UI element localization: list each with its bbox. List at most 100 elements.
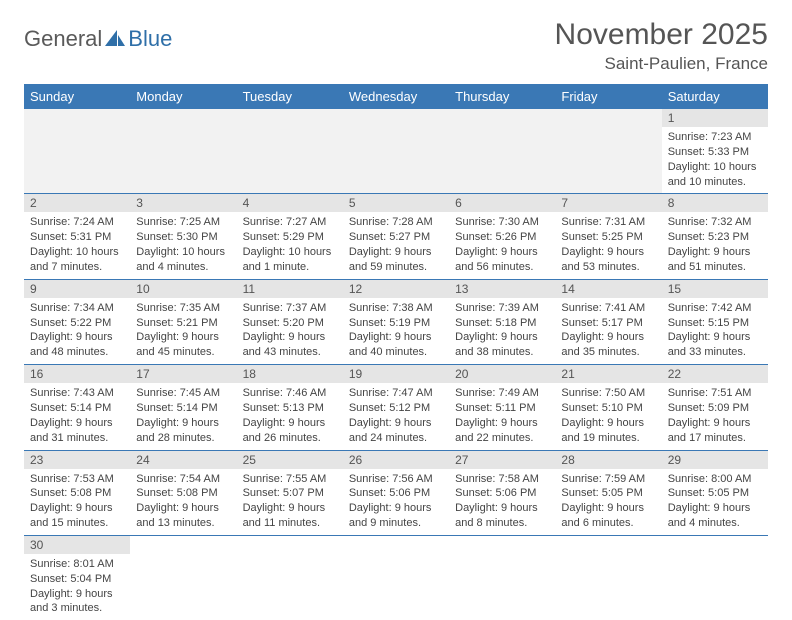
location: Saint-Paulien, France: [555, 54, 768, 74]
day-number: 26: [343, 451, 449, 469]
day-body: Sunrise: 7:41 AMSunset: 5:17 PMDaylight:…: [555, 298, 661, 364]
day-body: Sunrise: 7:30 AMSunset: 5:26 PMDaylight:…: [449, 212, 555, 278]
day-body: Sunrise: 7:23 AMSunset: 5:33 PMDaylight:…: [662, 127, 768, 193]
daylight-line2: and 38 minutes.: [455, 345, 549, 360]
calendar-day-cell: 22Sunrise: 7:51 AMSunset: 5:09 PMDayligh…: [662, 365, 768, 450]
daylight-line2: and 48 minutes.: [30, 345, 124, 360]
sunset-text: Sunset: 5:08 PM: [136, 486, 230, 501]
day-number: 30: [24, 536, 130, 554]
day-body: Sunrise: 7:37 AMSunset: 5:20 PMDaylight:…: [237, 298, 343, 364]
day-body: Sunrise: 7:39 AMSunset: 5:18 PMDaylight:…: [449, 298, 555, 364]
calendar-empty-cell: [130, 535, 236, 620]
day-number: 28: [555, 451, 661, 469]
sunrise-text: Sunrise: 7:24 AM: [30, 215, 124, 230]
calendar-day-cell: 27Sunrise: 7:58 AMSunset: 5:06 PMDayligh…: [449, 450, 555, 535]
day-number: 14: [555, 280, 661, 298]
day-number: 18: [237, 365, 343, 383]
sunset-text: Sunset: 5:27 PM: [349, 230, 443, 245]
calendar-day-cell: 23Sunrise: 7:53 AMSunset: 5:08 PMDayligh…: [24, 450, 130, 535]
sunset-text: Sunset: 5:12 PM: [349, 401, 443, 416]
brand-part2: Blue: [128, 26, 172, 52]
sunset-text: Sunset: 5:05 PM: [668, 486, 762, 501]
calendar-day-cell: 13Sunrise: 7:39 AMSunset: 5:18 PMDayligh…: [449, 279, 555, 364]
sunrise-text: Sunrise: 7:38 AM: [349, 301, 443, 316]
daylight-line1: Daylight: 9 hours: [349, 416, 443, 431]
daylight-line2: and 7 minutes.: [30, 260, 124, 275]
day-body: Sunrise: 7:43 AMSunset: 5:14 PMDaylight:…: [24, 383, 130, 449]
day-number: 16: [24, 365, 130, 383]
sunrise-text: Sunrise: 8:01 AM: [30, 557, 124, 572]
daylight-line1: Daylight: 9 hours: [349, 501, 443, 516]
daylight-line2: and 31 minutes.: [30, 431, 124, 446]
calendar-empty-cell: [343, 535, 449, 620]
weekday-header: Monday: [130, 84, 236, 109]
daylight-line1: Daylight: 9 hours: [30, 587, 124, 602]
daylight-line1: Daylight: 9 hours: [455, 416, 549, 431]
calendar-empty-cell: [662, 535, 768, 620]
calendar-day-cell: 3Sunrise: 7:25 AMSunset: 5:30 PMDaylight…: [130, 194, 236, 279]
day-body: Sunrise: 7:34 AMSunset: 5:22 PMDaylight:…: [24, 298, 130, 364]
day-number: 13: [449, 280, 555, 298]
calendar-empty-cell: [24, 109, 130, 194]
day-number: 17: [130, 365, 236, 383]
sunrise-text: Sunrise: 7:49 AM: [455, 386, 549, 401]
calendar-day-cell: 28Sunrise: 7:59 AMSunset: 5:05 PMDayligh…: [555, 450, 661, 535]
sunset-text: Sunset: 5:25 PM: [561, 230, 655, 245]
sunset-text: Sunset: 5:11 PM: [455, 401, 549, 416]
daylight-line2: and 43 minutes.: [243, 345, 337, 360]
day-body: Sunrise: 7:25 AMSunset: 5:30 PMDaylight:…: [130, 212, 236, 278]
calendar-empty-cell: [449, 535, 555, 620]
day-body: Sunrise: 7:50 AMSunset: 5:10 PMDaylight:…: [555, 383, 661, 449]
calendar-week-row: 16Sunrise: 7:43 AMSunset: 5:14 PMDayligh…: [24, 365, 768, 450]
day-number: 25: [237, 451, 343, 469]
sunrise-text: Sunrise: 7:55 AM: [243, 472, 337, 487]
calendar-day-cell: 16Sunrise: 7:43 AMSunset: 5:14 PMDayligh…: [24, 365, 130, 450]
daylight-line2: and 13 minutes.: [136, 516, 230, 531]
sunrise-text: Sunrise: 7:27 AM: [243, 215, 337, 230]
sunrise-text: Sunrise: 7:58 AM: [455, 472, 549, 487]
sunrise-text: Sunrise: 7:59 AM: [561, 472, 655, 487]
calendar-day-cell: 1Sunrise: 7:23 AMSunset: 5:33 PMDaylight…: [662, 109, 768, 194]
daylight-line2: and 4 minutes.: [136, 260, 230, 275]
sunset-text: Sunset: 5:04 PM: [30, 572, 124, 587]
daylight-line1: Daylight: 9 hours: [30, 501, 124, 516]
daylight-line1: Daylight: 9 hours: [243, 330, 337, 345]
sunset-text: Sunset: 5:26 PM: [455, 230, 549, 245]
day-number: 6: [449, 194, 555, 212]
calendar-day-cell: 25 Sunrise: 7:55 AMSunset: 5:07 PMDayligh…: [237, 450, 343, 535]
day-number: 3: [130, 194, 236, 212]
day-body: Sunrise: 7:42 AMSunset: 5:15 PMDaylight:…: [662, 298, 768, 364]
day-number: 9: [24, 280, 130, 298]
sunset-text: Sunset: 5:20 PM: [243, 316, 337, 331]
sunset-text: Sunset: 5:14 PM: [30, 401, 124, 416]
daylight-line2: and 22 minutes.: [455, 431, 549, 446]
sunrise-text: Sunrise: 7:32 AM: [668, 215, 762, 230]
calendar-day-cell: 10Sunrise: 7:35 AMSunset: 5:21 PMDayligh…: [130, 279, 236, 364]
day-number: 8: [662, 194, 768, 212]
sunset-text: Sunset: 5:05 PM: [561, 486, 655, 501]
daylight-line2: and 1 minute.: [243, 260, 337, 275]
daylight-line2: and 59 minutes.: [349, 260, 443, 275]
calendar-week-row: 23Sunrise: 7:53 AMSunset: 5:08 PMDayligh…: [24, 450, 768, 535]
day-number: 22: [662, 365, 768, 383]
calendar-day-cell: 21Sunrise: 7:50 AMSunset: 5:10 PMDayligh…: [555, 365, 661, 450]
sunset-text: Sunset: 5:19 PM: [349, 316, 443, 331]
daylight-line2: and 19 minutes.: [561, 431, 655, 446]
daylight-line1: Daylight: 9 hours: [243, 501, 337, 516]
header: General Blue November 2025 Saint-Paulien…: [24, 18, 768, 74]
day-number: 24: [130, 451, 236, 469]
weekday-header: Thursday: [449, 84, 555, 109]
sunrise-text: Sunrise: 7:25 AM: [136, 215, 230, 230]
day-body: Sunrise: 7:35 AMSunset: 5:21 PMDaylight:…: [130, 298, 236, 364]
daylight-line2: and 56 minutes.: [455, 260, 549, 275]
calendar-day-cell: 12Sunrise: 7:38 AMSunset: 5:19 PMDayligh…: [343, 279, 449, 364]
daylight-line1: Daylight: 9 hours: [455, 245, 549, 260]
sunrise-text: Sunrise: 7:56 AM: [349, 472, 443, 487]
calendar-week-row: 9Sunrise: 7:34 AMSunset: 5:22 PMDaylight…: [24, 279, 768, 364]
day-body: Sunrise: 7:24 AMSunset: 5:31 PMDaylight:…: [24, 212, 130, 278]
sunset-text: Sunset: 5:07 PM: [243, 486, 337, 501]
day-body: Sunrise: 7:54 AMSunset: 5:08 PMDaylight:…: [130, 469, 236, 535]
daylight-line1: Daylight: 9 hours: [668, 245, 762, 260]
sunset-text: Sunset: 5:15 PM: [668, 316, 762, 331]
calendar-day-cell: 19Sunrise: 7:47 AMSunset: 5:12 PMDayligh…: [343, 365, 449, 450]
